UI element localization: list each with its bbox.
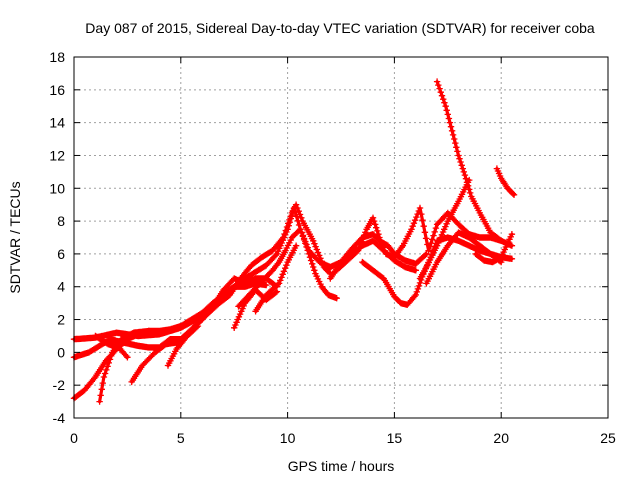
x-tick-label: 5 [177, 430, 185, 446]
y-tick-label: 0 [57, 344, 65, 360]
series-track-17 [423, 229, 505, 287]
y-tick-label: 18 [49, 49, 65, 65]
series-track-7 [164, 322, 202, 369]
series-plus-markers [493, 165, 518, 198]
x-tick-label: 15 [387, 430, 403, 446]
series-track-13 [333, 204, 516, 274]
y-tick-label: 12 [49, 147, 65, 163]
series-track-16 [472, 231, 516, 266]
series-plus-markers [433, 78, 505, 244]
y-tick-label: 8 [57, 213, 65, 229]
y-axis-label: SDTVAR / TECUs [7, 181, 23, 293]
y-tick-label: 2 [57, 312, 65, 328]
y-tick-label: 10 [49, 180, 65, 196]
series-track-10 [252, 242, 300, 315]
series-track-5 [92, 332, 131, 361]
series-plus-markers [164, 322, 202, 369]
x-tick-label: 25 [600, 430, 616, 446]
series-plus-markers [252, 242, 300, 315]
x-axis-label: GPS time / hours [288, 458, 395, 474]
series-track-6 [128, 201, 334, 386]
x-tick-label: 0 [70, 430, 78, 446]
axis-ticks: -4 -2 0 2 4 6 8 10 12 14 16 18 0 5 10 15 20 25 [49, 49, 616, 446]
series-plus-markers [423, 229, 505, 287]
series-track-18 [493, 165, 518, 198]
grid-lines [74, 57, 608, 418]
series-plus-markers [92, 332, 131, 361]
y-tick-label: 16 [49, 82, 65, 98]
data-series [70, 78, 518, 405]
y-tick-label: 14 [49, 115, 65, 131]
plot-frame [73, 56, 609, 419]
y-tick-label: -4 [53, 410, 66, 426]
series-track-14 [416, 176, 473, 282]
series-plus-markers [128, 201, 334, 386]
y-tick-label: -2 [53, 377, 66, 393]
y-tick-label: 6 [57, 246, 65, 262]
chart-title: Day 087 of 2015, Sidereal Day-to-day VTE… [85, 20, 595, 36]
x-tick-label: 10 [280, 430, 296, 446]
series-track-15 [433, 78, 505, 244]
series-plus-markers [416, 176, 473, 282]
x-tick-label: 20 [493, 430, 509, 446]
y-tick-label: 4 [57, 279, 65, 295]
series-plus-markers [333, 204, 516, 274]
